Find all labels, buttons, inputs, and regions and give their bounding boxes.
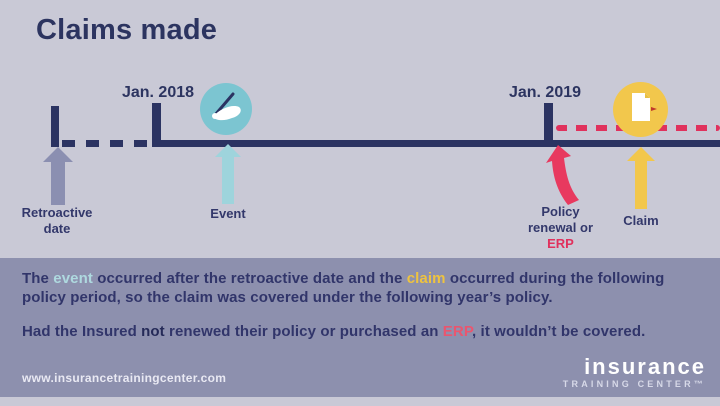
- p1-text: The: [22, 270, 54, 287]
- p2-text: , it wouldn’t be covered.: [472, 323, 646, 340]
- jan-2019-tick: [544, 103, 553, 147]
- retroactive-label-line1: Retroactive: [21, 205, 93, 220]
- writing-hand-icon: [206, 87, 246, 132]
- claim-label: Claim: [623, 213, 659, 228]
- event-circle: [200, 83, 252, 135]
- explanation-paragraph-1: The event occurred after the retroactive…: [22, 269, 712, 307]
- retroactive-label-line2: date: [43, 221, 71, 236]
- policy-renewal-label-line1: Policy: [541, 204, 580, 219]
- policy-renewal-label: Policy renewal or ERP: [513, 204, 608, 252]
- p1-claim-word: claim: [406, 270, 446, 287]
- retroactive-date-arrow: [42, 147, 74, 210]
- website-link[interactable]: www.insurancetrainingcenter.com: [22, 371, 227, 385]
- p2-erp-word: ERP: [442, 323, 473, 340]
- p2-text: renewed their policy or purchased an: [164, 323, 443, 340]
- policy-timeline-line: [152, 140, 720, 147]
- insurance-training-center-logo: insurance TRAINING CENTER™: [562, 354, 706, 390]
- jan-2018-tick: [152, 103, 161, 147]
- retroactive-date-label: Retroactive date: [12, 205, 102, 237]
- p1-text: occurred after the retroactive date and …: [92, 270, 407, 287]
- explanation-panel: The event occurred after the retroactive…: [0, 258, 720, 397]
- policy-renewal-label-line2: renewal or: [527, 220, 594, 235]
- retroactive-date-tick: [51, 106, 59, 147]
- document-icon: [621, 87, 661, 132]
- event-arrow: [214, 144, 242, 209]
- policy-renewal-label-erp: ERP: [547, 236, 574, 251]
- p1-text-line2: policy period, so the claim was covered …: [22, 289, 553, 306]
- event-label: Event: [210, 206, 246, 221]
- p2-not-word: not: [141, 323, 165, 340]
- p1-event-word: event: [53, 270, 93, 287]
- retroactive-period-dashed-line: [62, 140, 154, 147]
- logo-tagline: TRAINING CENTER™: [562, 379, 706, 389]
- date-label-2019: Jan. 2019: [508, 84, 582, 101]
- explanation-paragraph-2: Had the Insured not renewed their policy…: [22, 322, 712, 341]
- date-label-2018: Jan. 2018: [121, 84, 195, 101]
- logo-wordmark: insurance: [584, 354, 706, 379]
- claim-arrow: [626, 147, 656, 214]
- policy-renewal-arrow: [540, 143, 586, 212]
- claim-circle: [613, 82, 668, 137]
- p2-text: Had the Insured: [22, 323, 142, 340]
- page-title: Claims made: [36, 14, 218, 46]
- p1-text: occurred during the following: [445, 270, 665, 287]
